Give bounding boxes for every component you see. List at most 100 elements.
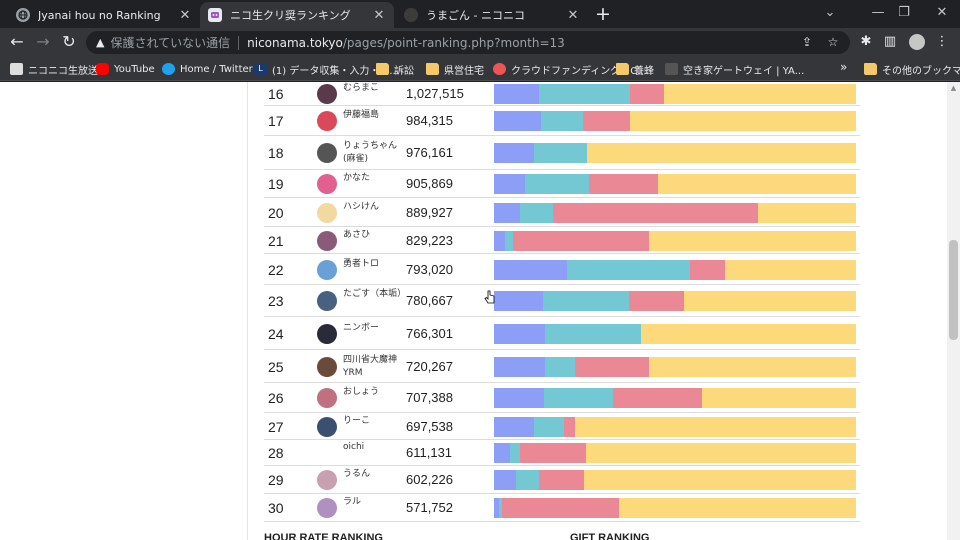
scroll-up-icon[interactable]: ▲	[950, 84, 957, 92]
user-avatar-icon[interactable]	[317, 498, 337, 518]
table-row: 29 うるん 602,226	[264, 466, 860, 494]
user-name-link[interactable]: ラル	[343, 497, 362, 507]
bar-segment-yellow	[587, 143, 856, 163]
menu-kebab-icon[interactable]: ⋮	[935, 34, 949, 49]
youtube-icon	[96, 63, 109, 75]
user-avatar-icon[interactable]	[317, 143, 337, 163]
bookmark-star-icon[interactable]: ☆	[827, 35, 839, 49]
user-name-link[interactable]: かなた	[343, 173, 371, 183]
twitter-icon	[162, 63, 175, 75]
restore-icon[interactable]: ❐	[898, 5, 910, 20]
forward-button[interactable]: →	[36, 32, 50, 51]
point-breakdown-bar	[494, 356, 856, 377]
user-name-link[interactable]: oichi	[343, 442, 365, 452]
user-name-link[interactable]: 勇者トロ	[343, 258, 380, 269]
user-avatar-icon[interactable]	[317, 356, 337, 377]
bar-segment-teal	[539, 84, 630, 104]
point-total: 984,315	[406, 113, 453, 128]
user-avatar-icon[interactable]	[317, 259, 337, 280]
user-avatar-icon[interactable]	[317, 443, 337, 463]
url-host: niconama.tokyo	[247, 35, 343, 50]
point-breakdown-bar	[494, 498, 856, 518]
close-icon[interactable]: ✕	[179, 7, 191, 23]
rank-number: 16	[268, 86, 284, 102]
user-name-link[interactable]: おしょう	[343, 387, 380, 397]
user-avatar-icon[interactable]	[317, 174, 337, 194]
lancers-icon: L	[254, 63, 267, 75]
user-name-link[interactable]: うるん	[343, 469, 371, 479]
user-avatar-icon[interactable]	[317, 323, 337, 344]
bookmark-lancers[interactable]: L (1) データ収集・入力・リ...	[254, 60, 399, 78]
bar-segment-teal	[567, 259, 691, 280]
window-close-icon[interactable]: ✕	[936, 5, 948, 20]
bar-segment-pink	[539, 470, 585, 490]
bookmark-label: 空き家ゲートウェイ | YA...	[683, 65, 805, 77]
tab-umagon[interactable]: うまごん - ニコニコ ✕	[396, 2, 588, 28]
tab-jyanai[interactable]: Jyanai hou no Ranking ✕	[8, 2, 200, 28]
user-avatar-icon[interactable]	[317, 111, 337, 131]
bookmark-akiya[interactable]: 空き家ゲートウェイ | YA...	[665, 60, 804, 78]
tab-title: Jyanai hou no Ranking	[38, 8, 161, 22]
user-avatar-icon[interactable]	[317, 202, 337, 223]
point-total: 829,223	[406, 232, 453, 248]
bar-segment-blue	[494, 143, 534, 163]
user-name-link[interactable]: むらまこ	[343, 83, 380, 93]
scrollbar-thumb[interactable]	[949, 240, 958, 340]
bar-segment-blue	[494, 174, 526, 194]
bookmark-folder-yoho[interactable]: 養蜂	[616, 60, 654, 78]
bookmark-other-folder[interactable]: その他のブックマーク	[864, 60, 960, 78]
user-avatar-icon[interactable]	[317, 84, 337, 104]
address-bar[interactable]: ▲ 保護されていない通信 niconama.tokyo /pages/point…	[86, 31, 850, 54]
user-name-link[interactable]: 四川省大魔神YRM	[343, 354, 398, 378]
akiya-icon	[665, 63, 678, 75]
user-avatar-icon[interactable]	[317, 388, 337, 408]
bar-segment-yellow	[648, 356, 856, 377]
security-label[interactable]: 保護されていない通信	[110, 36, 231, 50]
bookmark-crowdfunding[interactable]: クラウドファンディング - C...	[493, 60, 647, 78]
reload-button[interactable]: ↻	[62, 32, 76, 51]
bookmark-twitter[interactable]: Home / Twitter	[162, 60, 253, 78]
user-avatar-icon[interactable]	[317, 416, 337, 437]
user-avatar-icon[interactable]	[317, 230, 337, 251]
user-name-link[interactable]: あさひ	[343, 229, 371, 240]
bookmark-folder-sosho[interactable]: 訴訟	[376, 60, 414, 78]
bookmark-folder-kenei[interactable]: 県営住宅	[426, 60, 484, 78]
bar-segment-pink	[501, 498, 619, 518]
user-avatar-icon[interactable]	[317, 291, 337, 311]
bookmark-youtube[interactable]: YouTube	[96, 60, 155, 78]
warning-icon[interactable]: ▲	[96, 36, 105, 49]
folder-icon	[426, 63, 439, 75]
tab-search-icon[interactable]: ⌄	[824, 5, 836, 20]
share-icon[interactable]: ⇪	[801, 35, 813, 49]
bar-segment-yellow	[618, 498, 856, 518]
page-content: 16 むらまこ 1,027,515 17 伊藤福島 984,315 18 りょうちゃん(麻雀)…	[0, 82, 960, 540]
tab-niconama-ranking[interactable]: ニコ生クリ奨ランキング ✕	[200, 2, 394, 28]
user-name-link[interactable]: りょうちゃん(麻雀)	[343, 141, 398, 164]
rank-number: 17	[268, 113, 284, 129]
bar-segment-pink	[563, 416, 575, 437]
bookmarks-bar: ニコニコ生放送 YouTube Home / Twitter L (1) データ…	[0, 57, 960, 81]
rank-number: 28	[268, 445, 284, 461]
profile-avatar-icon[interactable]	[909, 34, 925, 50]
close-icon[interactable]: ✕	[567, 7, 579, 23]
user-name-link[interactable]: 伊藤福島	[343, 110, 380, 120]
bar-segment-teal	[533, 143, 588, 163]
minimize-icon[interactable]: —	[871, 5, 885, 20]
point-breakdown-bar	[494, 230, 856, 251]
bookmarks-overflow-button[interactable]: »	[840, 60, 848, 74]
user-name-link[interactable]: りーこ	[343, 415, 371, 426]
user-name-link[interactable]: ニンボー	[343, 322, 380, 333]
bar-segment-yellow	[585, 443, 856, 463]
user-name-link[interactable]: ハシけん	[343, 201, 380, 212]
extensions-icon[interactable]: ✱	[860, 34, 872, 49]
bar-segment-yellow	[658, 174, 856, 194]
back-button[interactable]: ←	[10, 32, 24, 51]
bookmark-niconama[interactable]: ニコニコ生放送	[10, 60, 98, 78]
new-tab-button[interactable]: +	[595, 3, 611, 25]
side-panel-icon[interactable]: ▥	[883, 34, 897, 49]
user-name-link[interactable]: たごす（本垢）	[343, 289, 407, 299]
bar-segment-pink	[690, 259, 726, 280]
close-icon[interactable]: ✕	[373, 7, 385, 23]
point-breakdown-bar	[494, 323, 856, 344]
user-avatar-icon[interactable]	[317, 470, 337, 490]
